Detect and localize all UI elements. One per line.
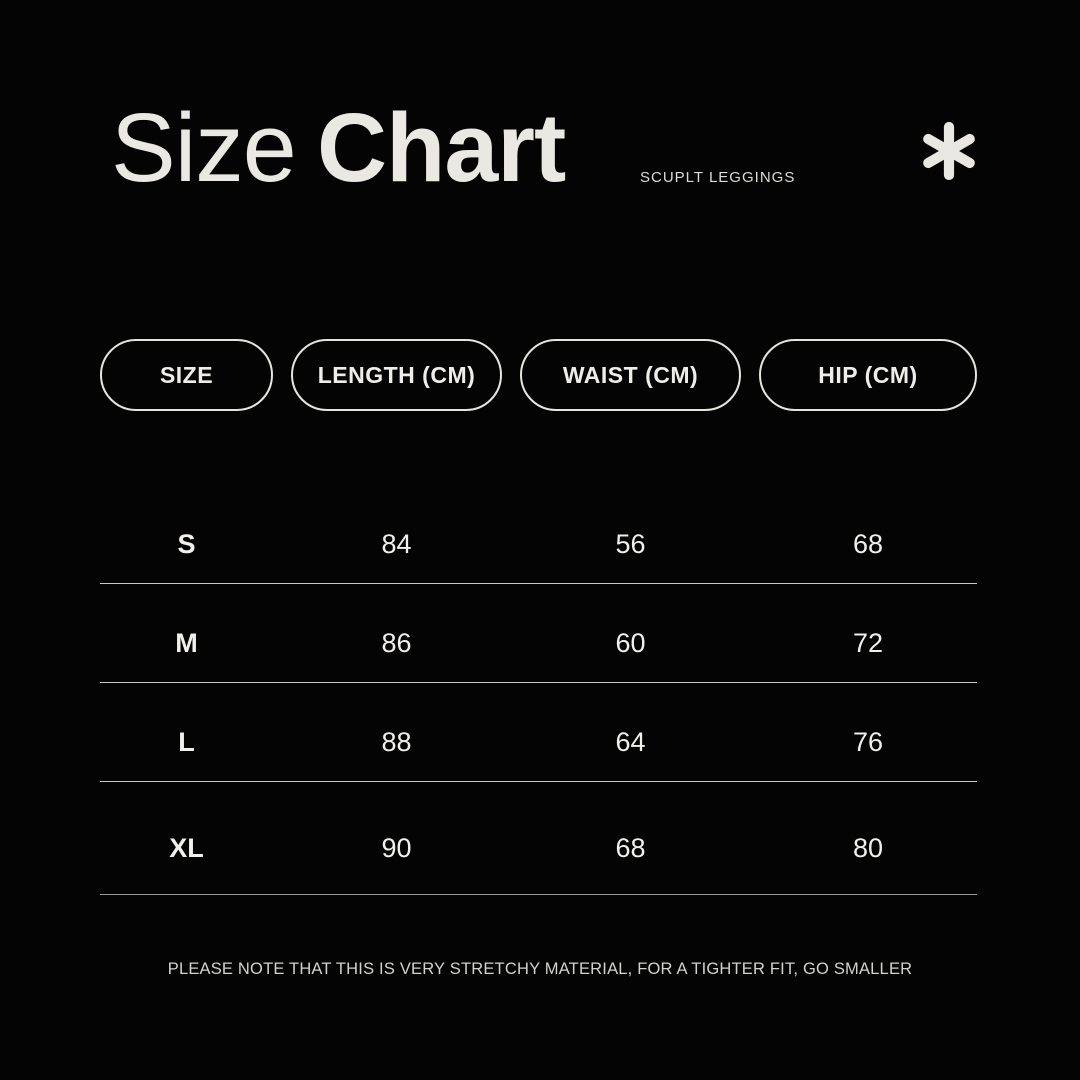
- title-word-regular: Size: [111, 93, 297, 202]
- cell-waist: 64: [615, 726, 646, 757]
- product-label: SCUPLT LEGGINGS: [640, 169, 796, 186]
- cell-waist: 60: [615, 627, 646, 658]
- cell-waist: 56: [615, 528, 646, 559]
- column-headers: SIZE LENGTH (CM) WAIST (CM) HIP (CM): [100, 339, 977, 411]
- title-word-bold: Chart: [317, 93, 566, 202]
- column-pill-size: SIZE: [100, 339, 273, 411]
- cell-size: M: [175, 627, 198, 658]
- cell-length: 88: [381, 726, 412, 757]
- table-row-m: M 86 60 72: [100, 584, 977, 683]
- size-table: S 84 56 68 M 86 60 72 L 88 64 76 XL 90 6…: [100, 485, 977, 895]
- cell-length: 86: [381, 627, 412, 658]
- column-pill-hip: HIP (CM): [759, 339, 977, 411]
- cell-size: L: [178, 726, 195, 757]
- cell-length: 90: [381, 832, 412, 863]
- table-row-l: L 88 64 76: [100, 683, 977, 782]
- footer-note: PLEASE NOTE THAT THIS IS VERY STRETCHY M…: [167, 960, 913, 978]
- column-pill-length: LENGTH (CM): [291, 339, 502, 411]
- column-pill-waist: WAIST (CM): [520, 339, 741, 411]
- cell-waist: 68: [615, 832, 646, 863]
- cell-hip: 68: [852, 528, 884, 559]
- cell-length: 84: [381, 528, 412, 559]
- table-row-xl: XL 90 68 80: [100, 782, 977, 895]
- cell-hip: 76: [852, 726, 884, 757]
- cell-size: XL: [169, 832, 204, 863]
- table-row-s: S 84 56 68: [100, 485, 977, 584]
- cell-hip: 72: [852, 627, 884, 658]
- asterisk-icon: [919, 118, 979, 184]
- page-title: Size Chart: [111, 99, 566, 196]
- cell-hip: 80: [852, 832, 884, 863]
- cell-size: S: [177, 528, 196, 559]
